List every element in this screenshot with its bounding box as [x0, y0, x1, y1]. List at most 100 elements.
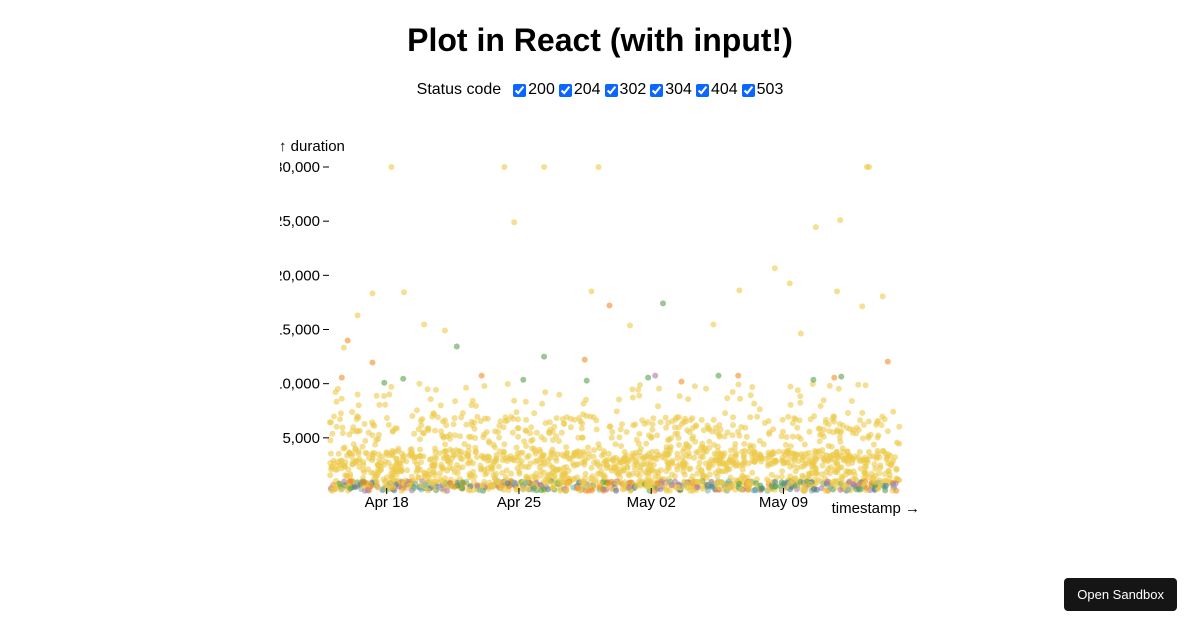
data-point: [663, 487, 670, 494]
data-point: [372, 441, 379, 448]
data-point: [353, 428, 360, 435]
data-point: [496, 434, 503, 441]
data-point: [341, 444, 348, 451]
data-point: [531, 410, 538, 417]
data-point: [830, 451, 837, 458]
data-point: [429, 481, 436, 488]
filter-option-503[interactable]: 503: [741, 81, 783, 99]
data-point: [745, 460, 752, 467]
data-point: [649, 467, 656, 474]
data-point: [571, 475, 578, 482]
filter-option-200[interactable]: 200: [513, 81, 555, 99]
data-point: [757, 482, 764, 489]
data-point: [566, 456, 572, 462]
data-point: [386, 391, 393, 398]
data-point: [657, 419, 664, 426]
data-point: [404, 467, 411, 474]
data-point: [618, 443, 625, 449]
data-point: [442, 417, 448, 424]
checkbox-302[interactable]: [604, 83, 618, 97]
data-point: [857, 465, 864, 472]
data-point: [613, 408, 620, 415]
data-point: [375, 431, 382, 438]
data-point: [663, 424, 670, 431]
data-point: [580, 448, 587, 455]
data-point: [504, 381, 511, 387]
checkbox-200[interactable]: [513, 83, 527, 97]
data-point: [474, 482, 481, 489]
data-point: [585, 454, 592, 461]
data-point: [816, 438, 823, 445]
checkbox-404[interactable]: [695, 83, 709, 97]
data-point: [483, 429, 490, 435]
data-point: [478, 372, 485, 379]
data-point: [500, 449, 507, 456]
data-point: [676, 393, 683, 400]
data-point: [654, 480, 661, 487]
checkbox-503[interactable]: [741, 83, 755, 97]
data-point: [567, 424, 574, 431]
open-sandbox-button[interactable]: Open Sandbox: [1064, 578, 1177, 611]
checkbox-204[interactable]: [558, 83, 572, 97]
data-point: [680, 460, 687, 467]
data-point: [825, 421, 832, 428]
data-point: [417, 436, 423, 443]
data-point: [520, 376, 527, 383]
data-point: [347, 471, 354, 478]
data-point: [751, 400, 758, 407]
data-point: [390, 484, 396, 491]
data-point: [696, 459, 703, 466]
data-point: [582, 470, 589, 477]
data-point: [593, 417, 600, 424]
data-point: [732, 453, 739, 460]
data-point: [564, 449, 571, 456]
data-point: [879, 413, 886, 420]
data-point: [800, 454, 807, 461]
filter-option-304[interactable]: 304: [650, 81, 692, 99]
data-point: [832, 459, 839, 466]
data-point: [800, 473, 807, 480]
checkbox-304[interactable]: [650, 83, 664, 97]
data-point: [882, 482, 889, 489]
data-point: [885, 468, 892, 475]
filter-option-302[interactable]: 302: [604, 81, 646, 99]
data-point: [878, 422, 885, 428]
data-point: [440, 434, 447, 441]
data-point: [753, 487, 759, 494]
data-point: [733, 461, 740, 468]
data-point: [674, 484, 681, 491]
data-point: [683, 452, 690, 459]
data-point: [790, 462, 797, 468]
data-point: [893, 487, 900, 494]
data-point: [730, 414, 736, 421]
data-point: [822, 487, 829, 494]
data-point: [817, 403, 824, 409]
filter-option-label: 200: [528, 81, 555, 98]
data-point: [596, 480, 603, 487]
data-point: [455, 465, 462, 472]
data-point: [333, 423, 340, 430]
filter-option-404[interactable]: 404: [695, 81, 738, 99]
data-point: [446, 464, 453, 471]
data-point: [458, 414, 465, 421]
data-point: [598, 452, 605, 459]
data-point: [474, 413, 481, 420]
data-point: [355, 402, 362, 409]
data-point: [533, 429, 540, 436]
data-point: [678, 378, 685, 385]
data-point: [604, 456, 611, 463]
data-point: [848, 398, 855, 404]
data-point: [650, 415, 657, 422]
data-point: [673, 414, 680, 421]
data-point: [819, 462, 826, 469]
data-point: [862, 382, 869, 389]
data-point: [846, 468, 853, 475]
filter-option-204[interactable]: 204: [558, 81, 601, 99]
data-point: [819, 447, 826, 454]
data-point: [474, 454, 480, 461]
data-point: [583, 413, 590, 419]
data-point: [629, 394, 636, 401]
data-point: [694, 484, 701, 491]
data-point: [570, 462, 577, 469]
data-point: [812, 224, 819, 231]
